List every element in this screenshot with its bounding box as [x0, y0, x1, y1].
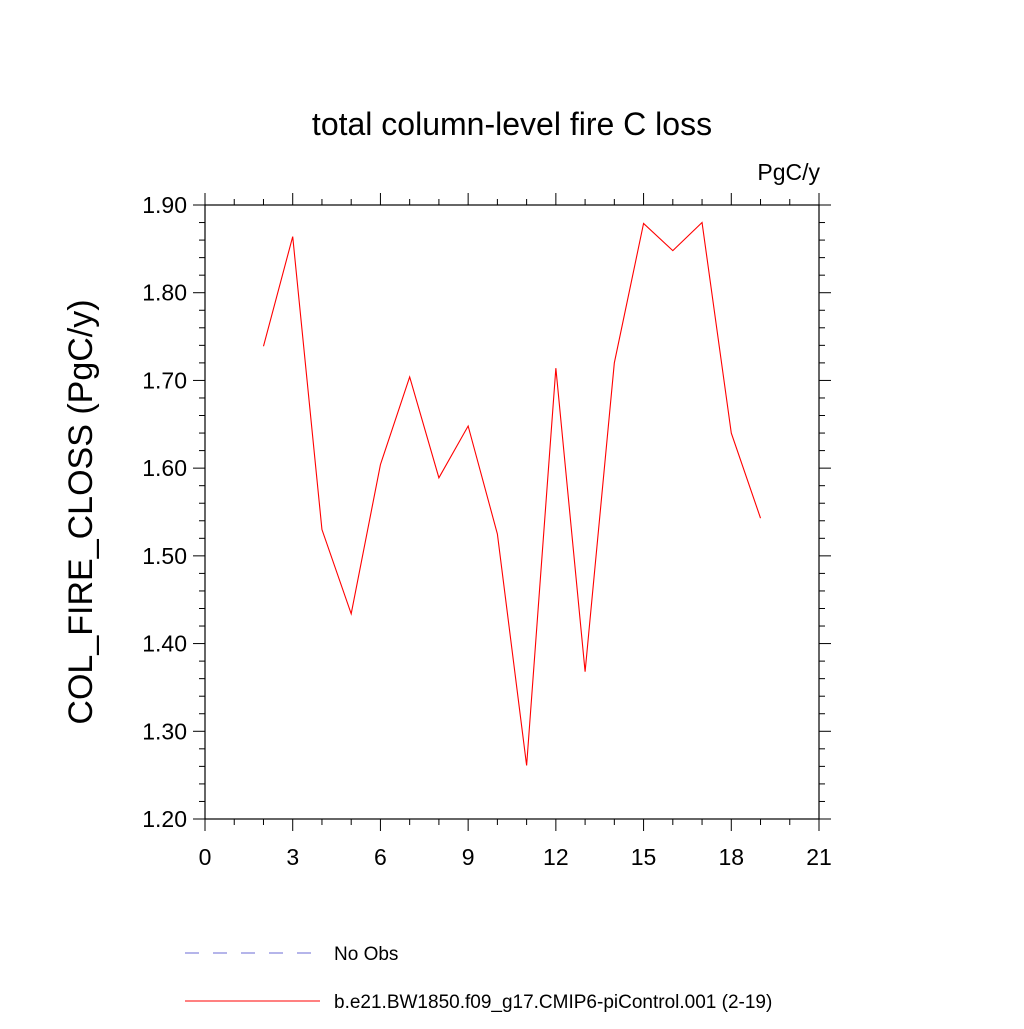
legend-label: b.e21.BW1850.f09_g17.CMIP6-piControl.001…	[334, 992, 772, 1013]
x-tick-label: 12	[543, 844, 569, 870]
y-tick-label: 1.90	[142, 192, 187, 218]
series-layer	[262, 221, 762, 766]
y-tick-label: 1.50	[142, 543, 187, 569]
x-tick-label: 21	[806, 844, 832, 870]
y-tick-label: 1.20	[142, 806, 187, 832]
x-tick-label: 18	[718, 844, 744, 870]
x-tick-label: 9	[462, 844, 475, 870]
x-tick-label: 15	[631, 844, 657, 870]
legend: No Obs b.e21.BW1850.f09_g17.CMIP6-piContr…	[185, 944, 772, 1013]
y-tick-label: 1.40	[142, 631, 187, 657]
x-tick-label: 3	[286, 844, 299, 870]
x-tick-label: 0	[199, 844, 212, 870]
y-tick-label: 1.60	[142, 455, 187, 481]
y-tick-label: 1.70	[142, 367, 187, 393]
axis-ticks: 0 3 6 9 12 15 18 21 1.20 1.30 1.40 1.50 1.60 1.70 1.80…	[142, 192, 832, 870]
y-tick-label: 1.80	[142, 280, 187, 306]
series-line	[262, 221, 762, 766]
units-label: PgC/y	[757, 159, 820, 185]
y-axis-label: COL_FIRE_CLOSS (PgC/y)	[62, 299, 100, 724]
legend-label: No Obs	[334, 944, 398, 965]
chart-title: total column-level fire C loss	[312, 106, 712, 142]
y-tick-label: 1.30	[142, 718, 187, 744]
plot-frame	[204, 204, 820, 820]
x-tick-label: 6	[374, 844, 387, 870]
